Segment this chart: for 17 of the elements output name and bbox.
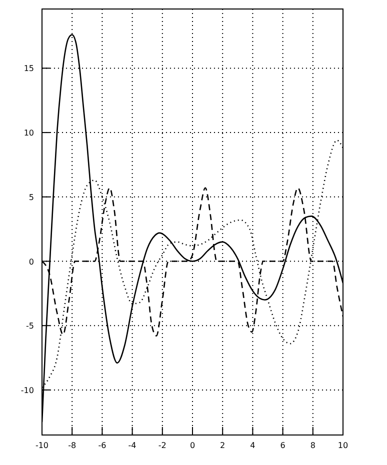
x-tick-label: -10 (35, 441, 49, 450)
x-tick-label: 6 (280, 441, 286, 450)
x-tick-label: -6 (98, 441, 106, 450)
x-tick-label: 0 (190, 441, 196, 450)
y-tick-label: 0 (28, 257, 34, 266)
x-tick-label: -2 (158, 441, 166, 450)
x-tick-label: 10 (338, 441, 348, 450)
y-tick-label: 5 (28, 192, 34, 202)
y-tick-label: -10 (20, 386, 34, 395)
x-tick-label: 2 (220, 441, 226, 450)
y-tick-label: -5 (26, 322, 34, 331)
x-tick-label: 8 (310, 441, 316, 450)
x-tick-label: -8 (68, 441, 76, 450)
y-tick-label: 10 (24, 128, 34, 138)
x-tick-label: 4 (250, 441, 256, 450)
x-tick-label: -4 (128, 441, 136, 450)
y-tick-label: 15 (24, 64, 34, 74)
